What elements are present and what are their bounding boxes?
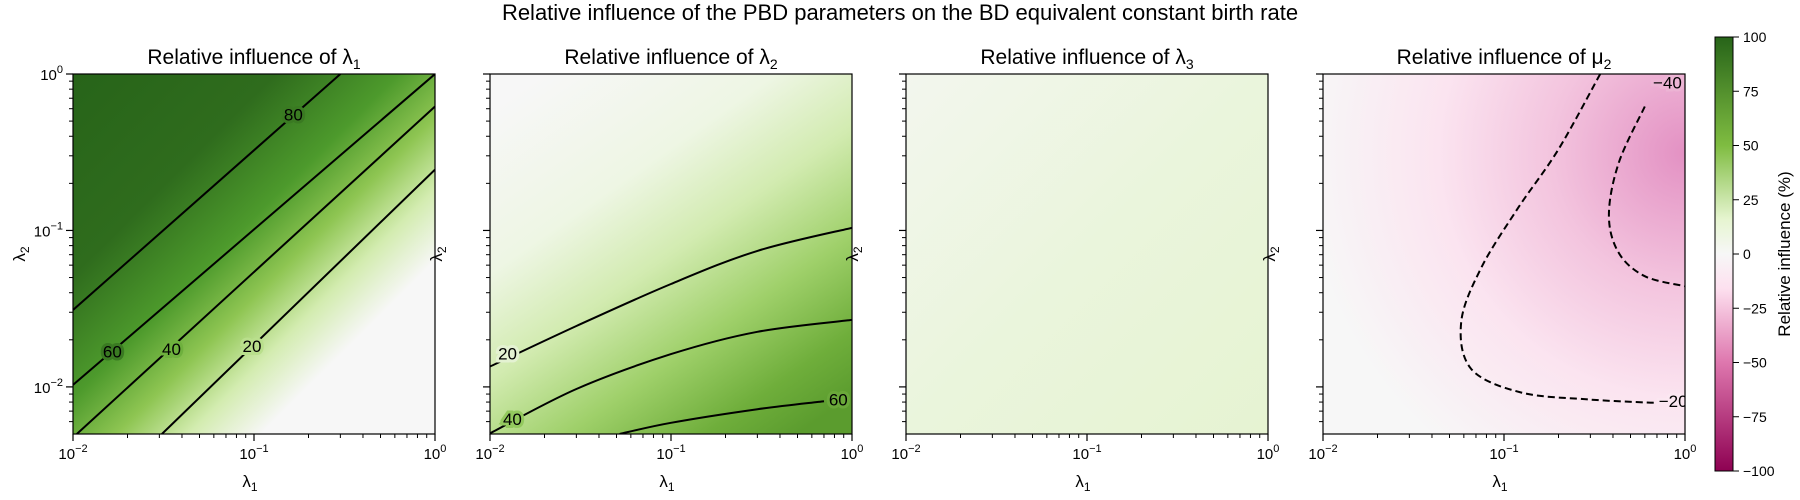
contour-label: 40 <box>503 410 522 429</box>
y-axis-label: λ2 <box>427 246 449 262</box>
x-axis-label: λ1 <box>659 472 675 494</box>
x-tick-label: 10−1 <box>1489 443 1518 463</box>
x-tick-label: 100 <box>424 443 447 463</box>
contour-label: 40 <box>162 340 181 359</box>
colorbar-gradient <box>1714 36 1734 472</box>
panel-lambda2: 20 40 60 10−2 10−1 100 Relative influence of… <box>427 46 863 494</box>
contours-lambda1: 80 60 40 20 <box>73 74 435 434</box>
colorbar-tick-label: −100 <box>1743 463 1775 479</box>
y-tick-label: 100 <box>40 64 63 84</box>
heatmap-field <box>906 74 1268 434</box>
x-axis-label: λ1 <box>242 472 258 494</box>
panel-title: Relative influence of λ2 <box>564 46 777 72</box>
contour-label: 20 <box>243 337 262 356</box>
colorbar-tick-label: 75 <box>1743 83 1759 99</box>
colorbar-tick-label: 25 <box>1743 192 1759 208</box>
figure-suptitle: Relative influence of the PBD parameters… <box>502 0 1298 25</box>
y-axis-label: λ2 <box>843 246 865 262</box>
y-tick-label: 10−2 <box>34 377 63 397</box>
x-tick-label: 100 <box>841 443 864 463</box>
contour-label: −20 <box>1659 392 1688 411</box>
panel-title: Relative influence of μ2 <box>1397 46 1612 72</box>
x-tick-label: 100 <box>1674 443 1697 463</box>
colorbar-tick-label: −25 <box>1743 300 1767 316</box>
heatmap-field <box>490 74 852 434</box>
colorbar-tick-label: −75 <box>1743 409 1767 425</box>
contour-label: 60 <box>103 343 122 362</box>
panel-title: Relative influence of λ3 <box>980 46 1193 72</box>
contour-label: 80 <box>284 106 303 125</box>
panel-lambda3: 10−2 10−1 100 Relative influence of λ3 λ1 … <box>843 46 1279 494</box>
y-axis-label: λ2 <box>1260 246 1282 262</box>
x-axis-label: λ1 <box>1075 472 1091 494</box>
contour-label: 20 <box>498 345 517 364</box>
panel-mu2: −20 −40 10−2 10−1 100 Relative influence of… <box>1260 46 1696 494</box>
contour-line <box>161 168 435 434</box>
heatmap-mu2 <box>1323 74 1685 434</box>
x-tick-label: 10−2 <box>891 443 920 463</box>
colorbar-ticks: 100 75 50 25 0 −25 −50 −75 −100 <box>1733 29 1775 479</box>
x-tick-label: 10−2 <box>475 443 504 463</box>
x-tick-label: 100 <box>1257 443 1280 463</box>
contour-line <box>73 74 342 311</box>
contour-line <box>490 318 852 434</box>
axis-ticks: 10−2 10−1 100 <box>891 73 1280 463</box>
contour-line <box>619 400 825 434</box>
heatmap-lambda1 <box>73 74 435 434</box>
y-tick-label: 10−1 <box>34 220 63 240</box>
colorbar-label: Relative influence (%) <box>1775 171 1794 336</box>
y-axis-label: λ2 <box>10 246 32 262</box>
contours-lambda2: 20 40 60 <box>490 226 852 434</box>
x-axis-label: λ1 <box>1492 472 1508 494</box>
x-tick-label: 10−2 <box>58 443 87 463</box>
x-tick-label: 10−1 <box>239 443 268 463</box>
x-tick-label: 10−2 <box>1308 443 1337 463</box>
contour-line <box>1607 106 1685 288</box>
contour-line <box>490 226 852 368</box>
contour-label: 60 <box>829 391 848 410</box>
contour-label: −40 <box>1653 74 1682 93</box>
x-tick-label: 10−1 <box>656 443 685 463</box>
heatmap-lambda3 <box>906 74 1268 434</box>
colorbar-tick-label: 100 <box>1743 29 1767 45</box>
axis-ticks: 10−2 10−1 100 <box>475 73 864 463</box>
heatmap-field <box>1323 74 1685 434</box>
panel-lambda1: 80 60 40 20 10−2 10−1 100 10−2 10−1 100 Relative… <box>10 46 446 494</box>
contour-line <box>73 74 435 386</box>
panel-title: Relative influence of λ1 <box>147 46 360 72</box>
colorbar: 100 75 50 25 0 −25 −50 −75 −100 Relative influen… <box>1714 29 1794 479</box>
heatmap-lambda2 <box>490 74 852 434</box>
contours-mu2: −20 −40 <box>1459 74 1688 414</box>
colorbar-tick-label: 0 <box>1743 246 1751 262</box>
contour-line <box>1459 74 1658 404</box>
x-tick-label: 10−1 <box>1072 443 1101 463</box>
colorbar-tick-label: −50 <box>1743 355 1767 371</box>
contour-line <box>76 105 435 434</box>
axis-ticks: 10−2 10−1 100 10−2 10−1 100 <box>34 64 447 463</box>
axis-ticks: 10−2 10−1 100 <box>1308 73 1697 463</box>
heatmap-field <box>73 74 435 434</box>
colorbar-tick-label: 50 <box>1743 138 1759 154</box>
